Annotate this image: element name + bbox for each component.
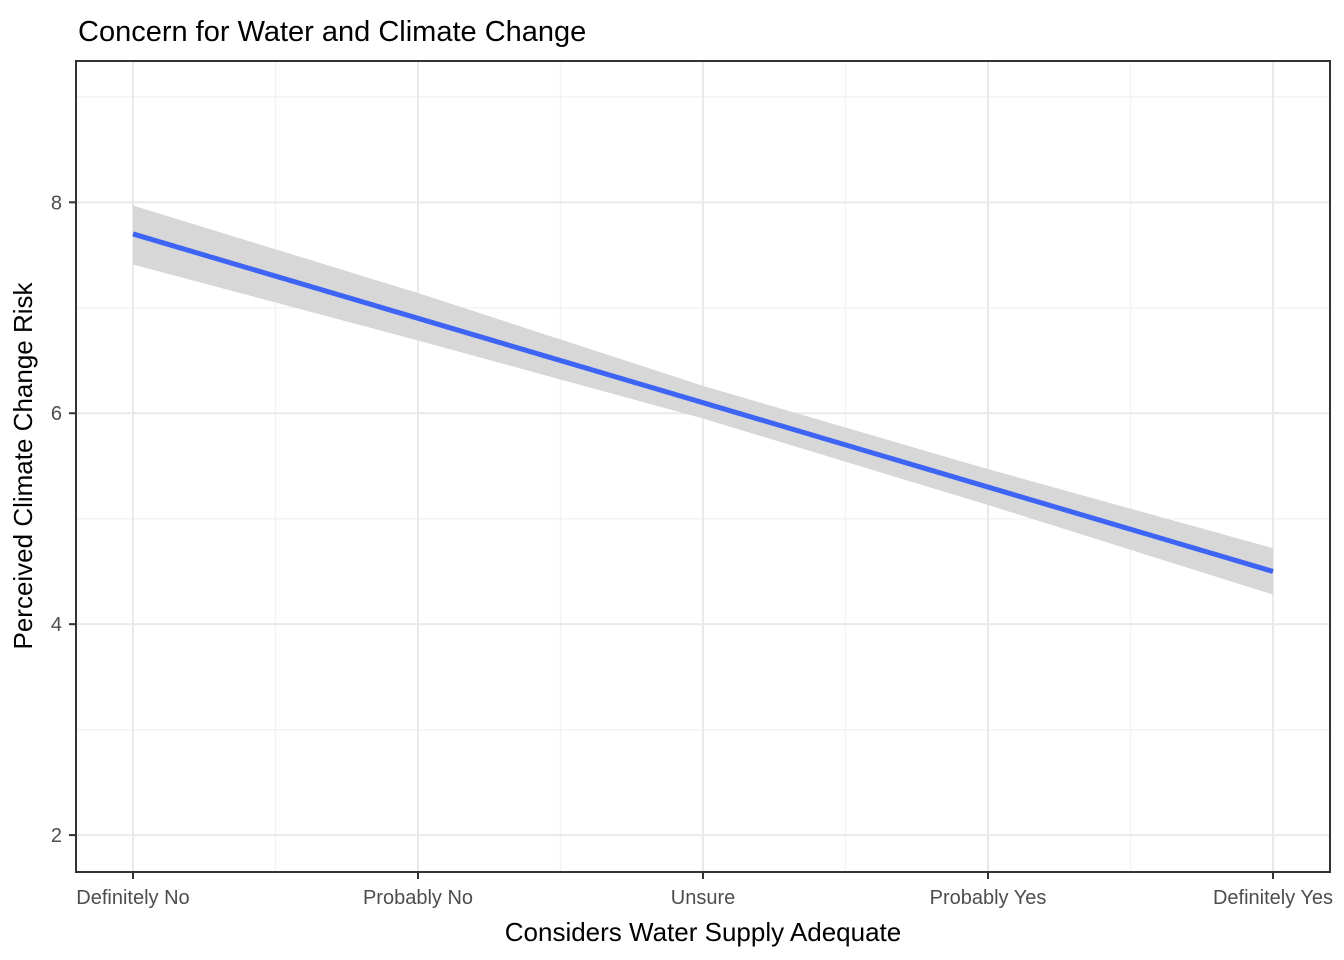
x-tick-label: Definitely Yes xyxy=(1213,887,1333,909)
regression-line xyxy=(132,231,1274,574)
y-tick-label: 4 xyxy=(51,614,62,636)
y-tick-label: 6 xyxy=(51,403,62,425)
x-tick-label: Definitely No xyxy=(76,887,189,909)
x-tick-label: Probably No xyxy=(363,887,473,909)
y-tick-label: 2 xyxy=(51,825,62,847)
y-axis-title: Perceived Climate Change Risk xyxy=(8,281,38,649)
x-axis-title: Considers Water Supply Adequate xyxy=(505,917,902,947)
x-tick-label: Probably Yes xyxy=(930,887,1047,909)
x-axis-tick-labels: Definitely No Probably No Unsure Probably Y… xyxy=(76,887,1333,909)
axis-tick-marks xyxy=(69,201,1274,879)
gridlines-major xyxy=(76,61,1330,872)
chart-title: Concern for Water and Climate Change xyxy=(78,16,586,48)
confidence-ribbon xyxy=(133,205,1273,595)
y-axis-tick-labels: 2 4 6 8 xyxy=(51,192,62,847)
y-tick-label: 8 xyxy=(51,192,62,214)
x-tick-label: Unsure xyxy=(671,887,735,909)
